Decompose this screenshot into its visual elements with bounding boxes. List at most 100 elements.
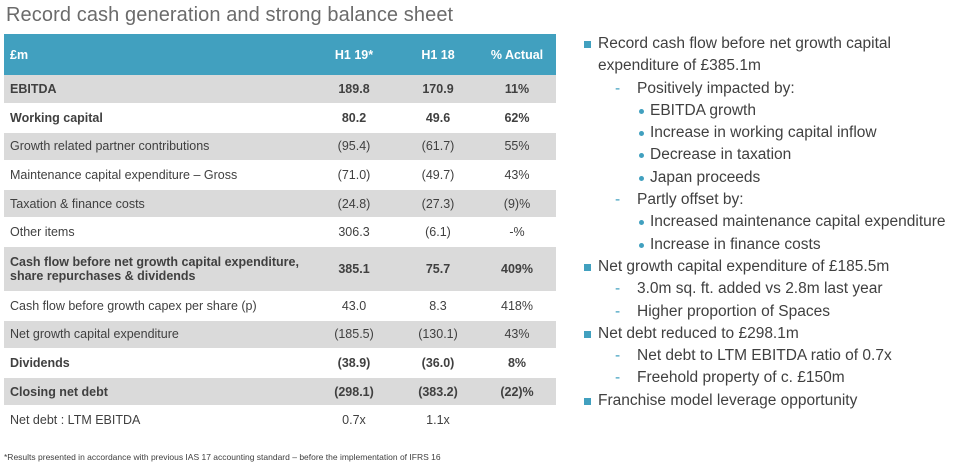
square-bullet-icon: [584, 330, 591, 338]
dash-marker-icon: -: [615, 369, 621, 387]
row-label: Other items: [4, 217, 310, 248]
column-header-pct-actual: % Actual: [478, 34, 556, 75]
row-value-h1-19: (38.9): [310, 348, 398, 378]
bullet-level-2: - Higher proportion of Spaces: [584, 301, 972, 323]
bullet-text: Positively impacted by:: [637, 79, 795, 97]
row-value-h1-19: 385.1: [310, 246, 398, 293]
square-bullet-icon: [584, 263, 591, 271]
table-row: Closing net debt (298.1) (383.2) (22)%: [4, 377, 556, 407]
row-value-pct-actual: 418%: [478, 291, 556, 321]
bullet-level-3: EBITDA growth: [584, 100, 972, 122]
dot-bullet-icon: [639, 220, 644, 226]
dot-bullet-icon: [639, 153, 644, 159]
bullet-level-3: Increased maintenance capital expenditur…: [584, 211, 972, 233]
bullet-level-2: - Net debt to LTM EBITDA ratio of 0.7x: [584, 345, 972, 367]
dash-marker-icon: -: [615, 347, 621, 365]
row-value-pct-actual: [478, 405, 556, 436]
row-value-h1-18: (27.3): [398, 189, 478, 219]
row-value-h1-18: (383.2): [398, 377, 478, 407]
row-label: Taxation & finance costs: [4, 189, 310, 219]
column-header-label: £m: [4, 34, 310, 75]
bullet-text: EBITDA growth: [650, 101, 756, 119]
table-row: Taxation & finance costs (24.8) (27.3) (9)%: [4, 189, 556, 219]
dash-marker-icon: -: [615, 79, 621, 97]
table-row: Net growth capital expenditure (185.5) (13…: [4, 320, 556, 350]
table-row: EBITDA 189.8 170.9 11%: [4, 75, 556, 105]
row-value-h1-18: 8.3: [398, 291, 478, 321]
bullet-text: Higher proportion of Spaces: [637, 302, 831, 320]
row-label: Net growth capital expenditure: [4, 320, 310, 350]
row-value-h1-19: 80.2: [310, 103, 398, 133]
row-value-h1-19: (95.4): [310, 132, 398, 162]
row-label: EBITDA: [4, 75, 310, 105]
table-row: Maintenance capital expenditure – Gross(…: [4, 160, 556, 190]
row-value-h1-18: (130.1): [398, 320, 478, 350]
bullet-text: Net debt reduced to £298.1m: [598, 324, 799, 342]
row-value-h1-18: (36.0): [398, 348, 478, 378]
table-header-row: £m H1 19* H1 18 % Actual: [4, 34, 556, 75]
bullet-level-3: Decrease in taxation: [584, 144, 972, 166]
bullet-level-3: Increase in finance costs: [584, 234, 972, 256]
table-row: Working capital 80.2 49.6 62%: [4, 103, 556, 133]
footnote: *Results presented in accordance with pr…: [4, 452, 441, 462]
bullet-text: Record cash flow before net growth capit…: [598, 35, 891, 75]
bullet-text: Net growth capital expenditure of £185.5…: [598, 257, 890, 275]
dot-bullet-icon: [639, 108, 644, 114]
dot-bullet-icon: [639, 242, 644, 248]
bullet-level-1: Record cash flow before net growth capit…: [584, 33, 972, 78]
dot-bullet-icon: [639, 131, 644, 137]
square-bullet-icon: [584, 397, 591, 405]
bullet-text: Freehold property of c. £150m: [637, 369, 845, 387]
dash-marker-icon: -: [615, 302, 621, 320]
row-value-pct-actual: (22)%: [478, 377, 556, 407]
row-label: Net debt : LTM EBITDA: [4, 405, 310, 436]
column-header-h1-19: H1 19*: [310, 34, 398, 75]
row-value-h1-18: 49.6: [398, 103, 478, 133]
bullet-text: Increased maintenance capital expenditur…: [650, 213, 946, 231]
row-value-h1-19: 306.3: [310, 217, 398, 248]
bullet-level-3: Japan proceeds: [584, 167, 972, 189]
row-value-pct-actual: 11%: [478, 75, 556, 105]
bullet-text: 3.0m sq. ft. added vs 2.8m last year: [637, 280, 883, 298]
table-row: Growth related partner contributions (95.…: [4, 132, 556, 162]
bullet-level-3: Increase in working capital inflow: [584, 122, 972, 144]
square-bullet-icon: [584, 41, 591, 48]
row-value-pct-actual: 43%: [478, 320, 556, 350]
dot-bullet-icon: [639, 175, 644, 181]
row-label: Cash flow before growth capex per share …: [4, 291, 310, 321]
bullet-text: Decrease in taxation: [650, 146, 792, 164]
row-value-pct-actual: 8%: [478, 348, 556, 378]
row-value-h1-18: (6.1): [398, 217, 478, 248]
bullet-level-2: - Partly offset by:: [584, 189, 972, 211]
column-header-h1-18: H1 18: [398, 34, 478, 75]
row-value-h1-18: (49.7): [398, 160, 478, 190]
row-value-h1-19: (298.1): [310, 377, 398, 407]
bullet-text: Increase in working capital inflow: [650, 124, 877, 142]
row-value-h1-18: 75.7: [398, 246, 478, 293]
row-value-pct-actual: -%: [478, 217, 556, 248]
row-label: Maintenance capital expenditure – Gross: [4, 160, 310, 190]
dash-marker-icon: -: [615, 280, 621, 298]
table-row: Cash flow before net growth capital expe…: [4, 246, 556, 293]
row-value-h1-19: 43.0: [310, 291, 398, 321]
row-value-h1-19: 189.8: [310, 75, 398, 105]
row-label: Closing net debt: [4, 377, 310, 407]
table-row: Dividends (38.9) (36.0) 8%: [4, 348, 556, 378]
row-label: Growth related partner contributions: [4, 132, 310, 162]
row-label: Cash flow before net growth capital expe…: [4, 246, 310, 293]
bullet-level-1: Franchise model leverage opportunity: [584, 390, 972, 412]
row-value-h1-19: (71.0): [310, 160, 398, 190]
bullet-text: Net debt to LTM EBITDA ratio of 0.7x: [637, 347, 892, 365]
bullet-level-2: - Positively impacted by:: [584, 78, 972, 100]
row-value-pct-actual: 409%: [478, 246, 556, 293]
table-row: Cash flow before growth capex per share …: [4, 291, 556, 321]
table-row: Net debt : LTM EBITDA 0.7x 1.1x: [4, 405, 556, 436]
bullet-level-2: - Freehold property of c. £150m: [584, 367, 972, 389]
row-value-h1-18: 170.9: [398, 75, 478, 105]
bullet-level-1: Net growth capital expenditure of £185.5…: [584, 256, 972, 278]
row-value-pct-actual: 55%: [478, 132, 556, 162]
row-value-pct-actual: 62%: [478, 103, 556, 133]
row-value-h1-19: (185.5): [310, 320, 398, 350]
cash-flow-table: £m H1 19* H1 18 % Actual EBITDA 189.8 170.…: [4, 34, 556, 436]
bullet-level-2: -3.0m sq. ft. added vs 2.8m last year: [584, 278, 972, 300]
